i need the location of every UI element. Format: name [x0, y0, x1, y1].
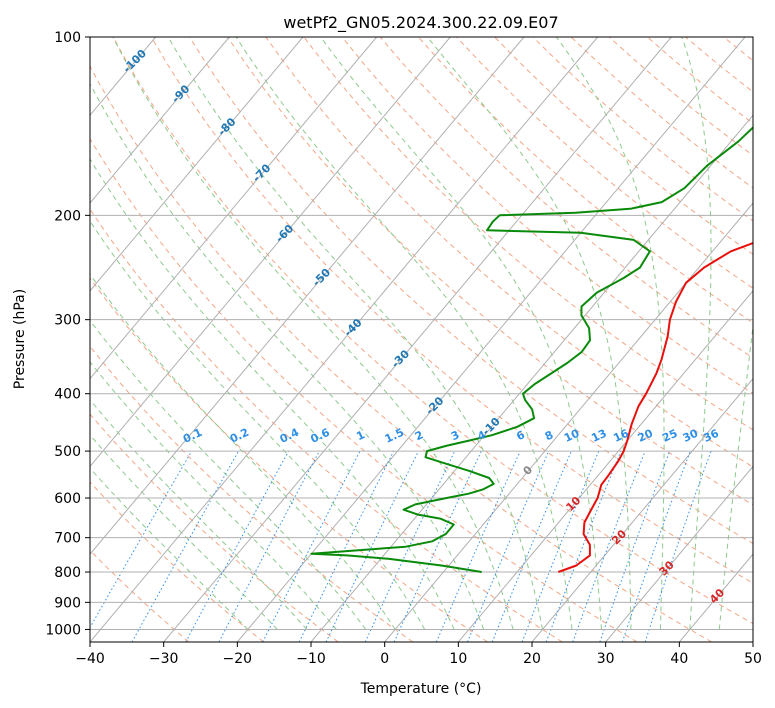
y-axis: 100 200 300 400 500 600 700 800 900 1000 — [45, 30, 90, 638]
x-axis: −40 −30 −20 −10 0 10 20 30 40 50 — [75, 642, 762, 667]
moist-adiabat — [718, 322, 753, 630]
isotherm-line — [90, 37, 378, 380]
mixing-ratio-label: 30 — [681, 427, 701, 445]
plot-frame — [89, 36, 754, 643]
x-tick-label: 50 — [744, 651, 762, 667]
dry-adiabat — [341, 37, 753, 395]
mixing-ratio-label: 20 — [636, 427, 656, 445]
chart-title: wetPf2_GN05.2024.300.22.09.E07 — [283, 13, 558, 33]
x-tick-label: −10 — [296, 651, 326, 667]
moist-adiabat — [320, 37, 602, 630]
mixing-ratio-line — [572, 450, 646, 642]
dry-adiabat — [90, 277, 488, 642]
dry-adiabat — [90, 65, 712, 642]
isotherm-line — [90, 37, 525, 555]
isotherm-line — [0, 37, 8, 642]
moist-adiabat — [112, 37, 514, 630]
y-tick-label: 900 — [54, 595, 81, 611]
mixing-ratio-line — [185, 450, 290, 642]
moist-adiabat — [90, 361, 337, 630]
moist-adiabat — [555, 37, 665, 630]
moist-adiabat — [681, 37, 712, 630]
y-tick-label: 1000 — [45, 622, 81, 638]
moist-adiabat — [90, 319, 367, 630]
x-axis-title: Temperature (°C) — [360, 681, 482, 697]
dry-adiabat — [762, 37, 775, 642]
isotherm-line — [163, 37, 672, 642]
dry-adiabat — [90, 549, 190, 642]
mixing-ratio-line — [467, 450, 550, 642]
mixing-ratio-line — [644, 450, 712, 642]
isotherm-line — [90, 37, 451, 468]
dry-adiabat — [456, 37, 753, 289]
mixing-ratio-label: 25 — [660, 427, 679, 445]
y-tick-label: 200 — [54, 208, 81, 224]
moist-adiabat — [90, 82, 485, 630]
isotherm-line — [457, 290, 753, 642]
dewpoint-profile — [310, 126, 753, 573]
isotherm-line — [90, 37, 304, 292]
mixing-ratio-label: 16 — [611, 427, 631, 445]
mixing-ratio-label: 13 — [589, 427, 608, 445]
mixing-ratio-line — [218, 450, 320, 642]
y-tick-label: 800 — [54, 565, 81, 581]
isotherm-line — [236, 37, 746, 642]
moist-adiabat — [90, 399, 308, 630]
y-tick-label: 600 — [54, 491, 81, 507]
moist-adiabat — [90, 434, 278, 630]
isotherm-line — [90, 37, 230, 204]
isotherm-line — [531, 377, 753, 642]
x-tick-label: −40 — [75, 651, 105, 667]
y-tick-label: 700 — [54, 531, 81, 547]
plot-background — [90, 37, 753, 642]
dry-adiabat — [265, 37, 753, 468]
y-tick-label: 400 — [54, 387, 81, 403]
y-tick-label: 300 — [54, 313, 81, 329]
y-tick-label: 500 — [54, 444, 81, 460]
dry-adiabat — [112, 37, 753, 625]
x-tick-label: −30 — [149, 651, 179, 667]
mixing-ratio-line — [435, 450, 521, 642]
dry-adiabat — [189, 37, 753, 545]
dry-adiabat — [90, 481, 264, 642]
isotherm-line — [384, 202, 753, 642]
mixing-ratio-line — [491, 450, 572, 642]
x-tick-label: −20 — [223, 651, 253, 667]
mixing-ratio-line — [521, 450, 600, 642]
temperature-profile — [557, 241, 753, 573]
profiles — [310, 126, 753, 573]
y-axis-title: Pressure (hPa) — [12, 289, 28, 389]
x-tick-label: 40 — [670, 651, 688, 667]
dry-adiabat — [379, 37, 753, 359]
isotherm-line — [752, 641, 753, 642]
mixing-ratio-line — [131, 450, 240, 642]
mixing-ratio-line — [262, 450, 361, 642]
y-tick-label: 100 — [54, 30, 81, 46]
mixing-ratio-label: 36 — [701, 427, 721, 445]
moist-adiabat — [90, 467, 249, 630]
moist-adiabat — [90, 220, 426, 630]
mixing-ratio-line — [298, 450, 395, 642]
x-tick-label: 30 — [597, 651, 615, 667]
mixing-ratio-line — [599, 450, 671, 642]
dry-adiabat — [150, 37, 753, 584]
x-tick-label: 10 — [449, 651, 467, 667]
moist-adiabat — [235, 37, 573, 630]
dry-adiabat — [90, 413, 339, 642]
isotherm-line — [605, 465, 753, 642]
mixing-ratio-line — [621, 450, 691, 642]
isotherm-line — [90, 37, 599, 642]
isotherm-line — [310, 114, 753, 642]
mixing-ratio-label: 10 — [562, 427, 582, 445]
x-tick-label: 20 — [523, 651, 541, 667]
background-lines — [0, 37, 775, 642]
dry-adiabat — [227, 37, 753, 506]
mixing-ratio-line — [545, 450, 622, 642]
moist-adiabat — [426, 37, 632, 630]
x-tick-label: 0 — [380, 651, 389, 667]
moist-adiabat — [90, 158, 455, 630]
